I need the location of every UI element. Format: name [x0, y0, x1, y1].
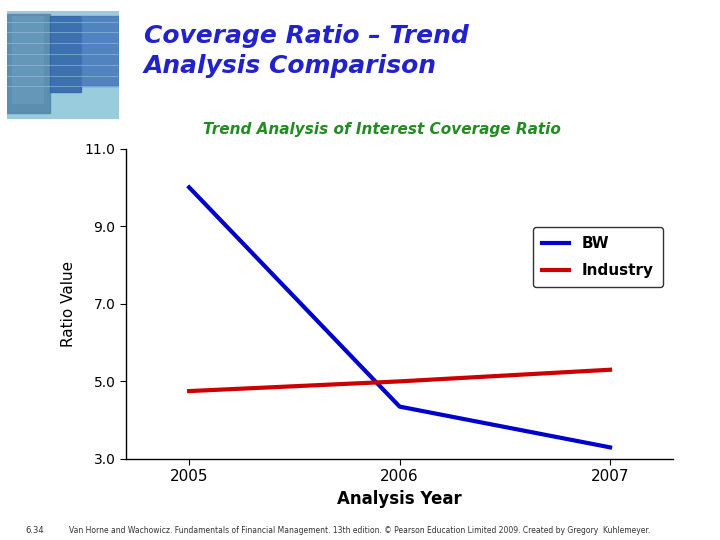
- Y-axis label: Ratio Value: Ratio Value: [61, 261, 76, 347]
- BW: [185, 184, 194, 191]
- Bar: [7, 14, 50, 113]
- Bar: [50, 16, 81, 92]
- Text: Coverage Ratio – Trend
Analysis Comparison: Coverage Ratio – Trend Analysis Comparis…: [144, 24, 469, 78]
- X-axis label: Analysis Year: Analysis Year: [337, 490, 462, 508]
- Line: Industry: Industry: [189, 370, 610, 391]
- BW: [606, 444, 614, 450]
- Legend: BW, Industry: BW, Industry: [533, 227, 663, 287]
- Text: Trend Analysis of Interest Coverage Ratio: Trend Analysis of Interest Coverage Rati…: [202, 122, 561, 137]
- Industry: [185, 388, 194, 394]
- Line: BW: BW: [189, 187, 610, 447]
- Bar: [12, 16, 43, 103]
- Text: 6.34: 6.34: [25, 525, 44, 535]
- Text: Van Horne and Wachowicz. Fundamentals of Financial Management. 13th edition. © P: Van Horne and Wachowicz. Fundamentals of…: [69, 525, 651, 535]
- BW: [395, 403, 404, 410]
- Industry: [395, 378, 404, 384]
- Bar: [81, 16, 119, 86]
- Industry: [606, 367, 614, 373]
